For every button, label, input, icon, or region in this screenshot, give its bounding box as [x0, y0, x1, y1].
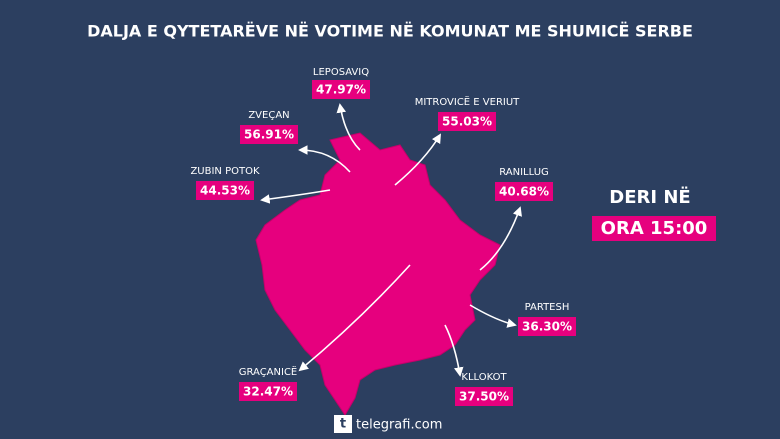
- municipality-name: GRAÇANICË: [239, 365, 298, 378]
- time-note-line1: DERI NË: [609, 186, 690, 208]
- map-kosovo: [255, 132, 501, 416]
- municipality-name: ZUBIN POTOK: [190, 166, 260, 177]
- turnout-box: [455, 387, 513, 406]
- municipality-name: MITROVICË E VERIUT: [415, 95, 520, 108]
- turnout-box: [239, 382, 297, 401]
- logo-text: telegrafi.com: [356, 418, 442, 433]
- turnout-value: 32.47%: [243, 385, 293, 399]
- title: DALJA E QYTETARËVE NË VOTIME NË KOMUNAT …: [87, 22, 693, 41]
- municipality-name: LEPOSAVIQ: [313, 67, 369, 78]
- turnout-box: [240, 125, 298, 144]
- arrows: [260, 103, 522, 377]
- turnout-value: 40.68%: [499, 185, 549, 199]
- turnout-value: 47.97%: [316, 83, 366, 97]
- turnout-box: [312, 80, 370, 99]
- municipality-name: ZVEÇAN: [248, 110, 289, 121]
- turnout-value: 55.03%: [442, 115, 492, 129]
- turnout-box: [438, 112, 496, 131]
- turnout-box: [495, 182, 553, 201]
- turnout-box: [196, 181, 254, 200]
- turnout-value: 44.53%: [200, 184, 250, 198]
- municipality-name: KLLOKOT: [461, 372, 507, 383]
- time-box: [592, 216, 716, 241]
- logo-icon: [334, 415, 352, 433]
- time-note-line2: ORA 15:00: [601, 218, 708, 239]
- logo-icon-letter: t: [340, 417, 346, 432]
- turnout-box: [518, 317, 576, 336]
- turnout-value: 56.91%: [244, 128, 294, 142]
- turnout-value: 36.30%: [522, 320, 572, 334]
- turnout-value: 37.50%: [459, 390, 509, 404]
- municipality-name: RANILLUG: [499, 167, 549, 178]
- municipality-name: PARTESH: [525, 302, 570, 313]
